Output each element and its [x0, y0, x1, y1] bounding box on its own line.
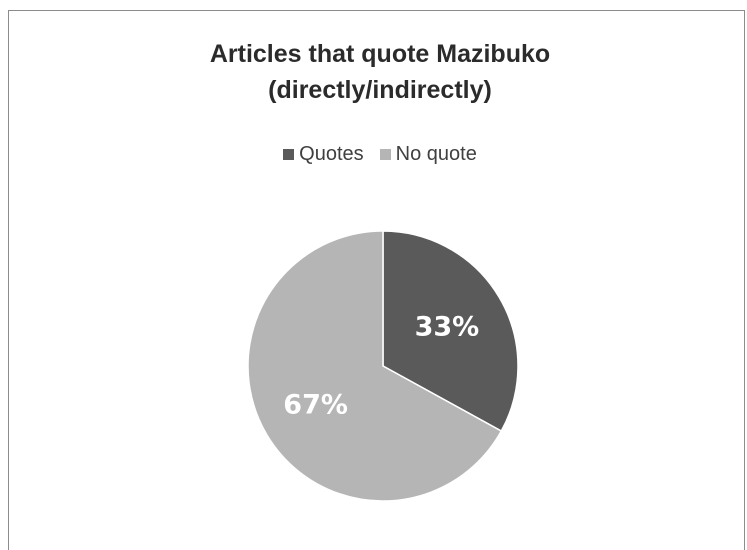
legend-item-no-quote: No quote: [379, 143, 477, 166]
pie-slice-no-quote: [247, 230, 503, 502]
chart-legend: Quotes No quote: [0, 143, 747, 166]
legend-swatch-no-quote: [379, 149, 391, 160]
legend-item-quotes: Quotes: [283, 143, 364, 166]
data-label-no-quote: 67%: [283, 389, 348, 420]
legend-swatch-quotes: [283, 149, 295, 160]
chart-title-line-2: (directly/indirectly): [268, 76, 492, 104]
chart-title: Articles that quote Mazibuko (directly/i…: [0, 36, 747, 108]
legend-label-quotes: Quotes: [299, 143, 364, 165]
chart-title-line-1: Articles that quote Mazibuko: [209, 40, 551, 68]
legend-label-no-quote: No quote: [395, 143, 477, 165]
pie-slice-quotes: [382, 230, 519, 433]
data-label-quotes: 33%: [415, 312, 480, 343]
